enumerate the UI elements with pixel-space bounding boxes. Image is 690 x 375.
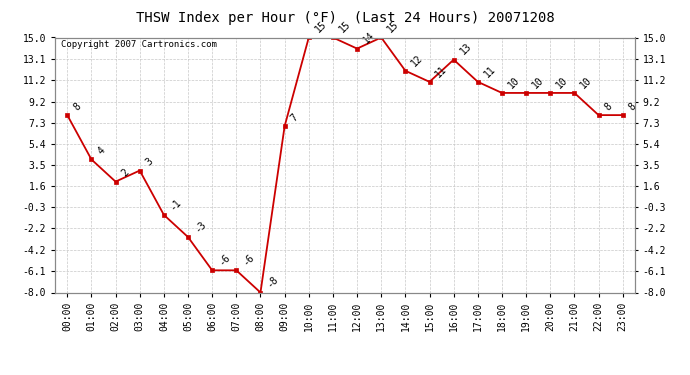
Text: 2: 2	[120, 168, 131, 179]
Text: -6: -6	[217, 252, 232, 267]
Text: 7: 7	[289, 112, 300, 123]
Text: Copyright 2007 Cartronics.com: Copyright 2007 Cartronics.com	[61, 40, 217, 49]
Text: 13: 13	[458, 42, 473, 57]
Text: 11: 11	[482, 64, 497, 79]
Text: 10: 10	[579, 75, 594, 90]
Text: 10: 10	[506, 75, 522, 90]
Text: 4: 4	[96, 146, 107, 157]
Text: 8: 8	[627, 101, 638, 112]
Text: -3: -3	[193, 219, 208, 234]
Text: 11: 11	[434, 64, 449, 79]
Text: 14: 14	[362, 30, 377, 46]
Text: 8: 8	[72, 101, 83, 112]
Text: -1: -1	[168, 197, 184, 212]
Text: 10: 10	[531, 75, 546, 90]
Text: 15: 15	[337, 20, 353, 35]
Text: 10: 10	[555, 75, 570, 90]
Text: 15: 15	[313, 20, 328, 35]
Text: 3: 3	[144, 156, 155, 168]
Text: 15: 15	[386, 20, 401, 35]
Text: -6: -6	[241, 252, 256, 267]
Text: THSW Index per Hour (°F)  (Last 24 Hours) 20071208: THSW Index per Hour (°F) (Last 24 Hours)…	[136, 11, 554, 25]
Text: 8: 8	[603, 101, 614, 112]
Text: 12: 12	[410, 53, 425, 68]
Text: -8: -8	[265, 274, 280, 290]
